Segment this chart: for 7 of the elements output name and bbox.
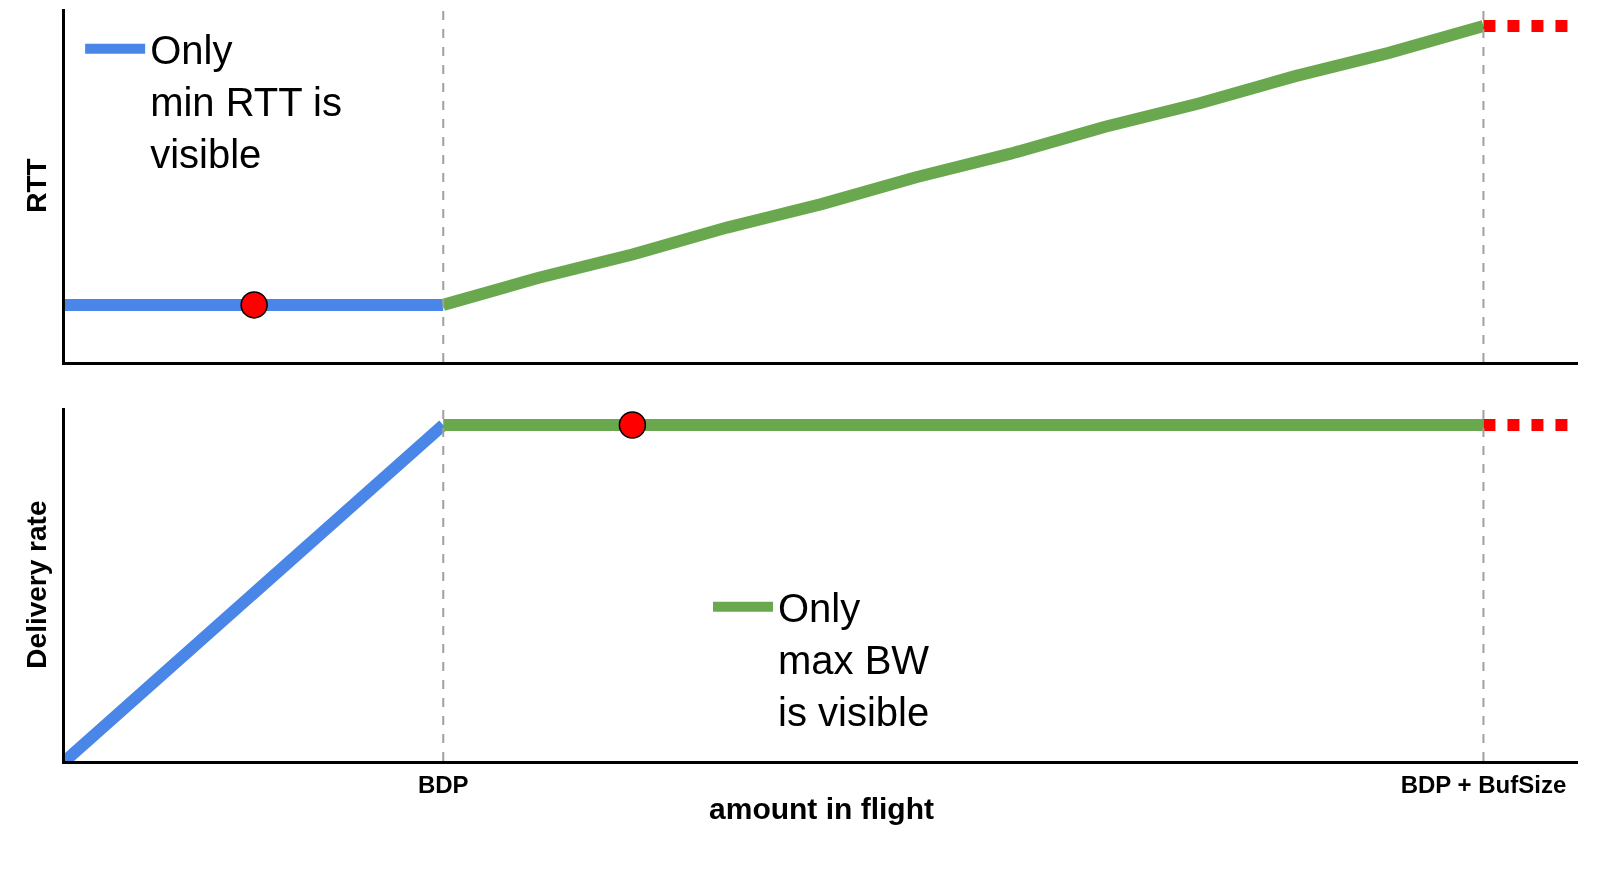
legend-label: Only max BW is visible [778, 586, 930, 735]
x-axis-title: amount in flight [709, 792, 934, 826]
y-axis-title: Delivery rate [20, 500, 52, 669]
x-tick-label: BDP [417, 770, 469, 798]
y-axis-title: RTT [20, 158, 52, 213]
x-tick-label: BDP + BufSize [1400, 770, 1567, 798]
legend-label: Only min RTT is visible [150, 28, 343, 177]
